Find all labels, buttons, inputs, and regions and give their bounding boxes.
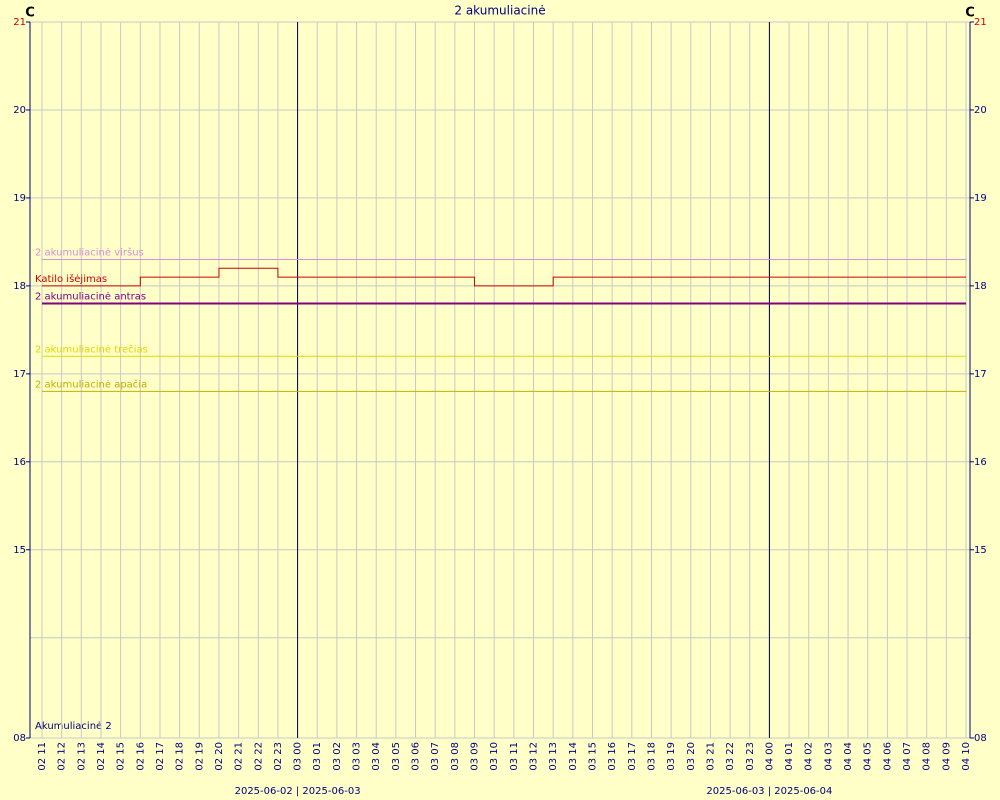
day-label: 2025-06-02 | 2025-06-03 — [235, 786, 361, 797]
y-tick-label: 21 — [974, 17, 987, 28]
x-tick-label: 03 11 — [509, 742, 520, 771]
x-tick-label: 03 03 — [352, 742, 363, 771]
x-tick-label: 02 20 — [214, 742, 225, 771]
series-label: 2 akumuliacinė trečias — [35, 343, 148, 355]
x-tick-label: 03 12 — [529, 742, 540, 771]
x-tick-label: 03 05 — [391, 742, 402, 771]
x-tick-label: 03 13 — [548, 742, 559, 771]
y-tick-label: 15 — [974, 545, 987, 556]
y-unit-right: C — [965, 6, 975, 21]
x-tick-label: 02 15 — [116, 742, 127, 771]
x-tick-label: 02 16 — [135, 742, 146, 771]
x-tick-label: 03 16 — [607, 742, 618, 771]
x-tick-label: 04 03 — [823, 742, 834, 771]
x-tick-label: 03 04 — [371, 742, 382, 771]
x-tick-label: 04 06 — [882, 742, 893, 771]
y-tick-label: 08 — [13, 733, 26, 744]
x-tick-label: 03 07 — [430, 742, 441, 771]
day-label: 2025-06-03 | 2025-06-04 — [706, 786, 832, 797]
y-tick-label: 08 — [974, 733, 987, 744]
y-tick-label: 17 — [974, 369, 987, 380]
y-tick-label: 16 — [13, 457, 26, 468]
x-tick-label: 02 14 — [96, 742, 107, 771]
x-tick-label: 03 08 — [450, 742, 461, 771]
x-tick-label: 03 15 — [587, 742, 598, 771]
series-label: 2 akumuliacinė viršus — [35, 246, 144, 258]
x-tick-label: 03 00 — [293, 742, 304, 771]
x-tick-label: 04 04 — [843, 742, 854, 771]
x-tick-label: 04 08 — [922, 742, 933, 771]
x-tick-label: 03 10 — [489, 742, 500, 771]
series-label: Katilo išėjimas — [35, 273, 107, 285]
x-tick-label: 03 20 — [686, 742, 697, 771]
x-tick-label: 04 10 — [961, 742, 972, 771]
corner-label: Akumuliacinė 2 — [35, 721, 112, 732]
series-line — [42, 267, 967, 287]
y-tick-label: 16 — [974, 457, 987, 468]
x-tick-label: 03 23 — [745, 742, 756, 771]
y-tick-label: 18 — [13, 281, 26, 292]
x-tick-label: 03 01 — [312, 742, 323, 771]
y-tick-label: 19 — [974, 193, 987, 204]
y-tick-label: 21 — [13, 17, 26, 28]
x-tick-label: 04 09 — [941, 742, 952, 771]
x-tick-label: 04 07 — [902, 742, 913, 771]
x-tick-label: 03 22 — [725, 742, 736, 771]
y-tick-label: 18 — [974, 281, 987, 292]
x-tick-label: 02 12 — [57, 742, 68, 771]
x-tick-label: 02 22 — [253, 742, 264, 771]
y-tick-label: 20 — [13, 105, 26, 116]
x-tick-label: 04 02 — [804, 742, 815, 771]
x-tick-label: 02 17 — [155, 742, 166, 771]
x-tick-label: 03 09 — [470, 742, 481, 771]
y-tick-label: 19 — [13, 193, 26, 204]
x-tick-label: 04 01 — [784, 742, 795, 771]
x-tick-label: 03 21 — [705, 742, 716, 771]
x-tick-label: 04 05 — [863, 742, 874, 771]
x-tick-label: 03 19 — [666, 742, 677, 771]
y-tick-label: 17 — [13, 369, 26, 380]
series-label: 2 akumuliacinė apačia — [35, 378, 147, 390]
x-tick-label: 02 23 — [273, 742, 284, 771]
series-label: 2 akumuliacinė antras — [35, 291, 146, 302]
x-tick-label: 02 13 — [76, 742, 87, 771]
x-tick-label: 02 19 — [194, 742, 205, 771]
x-tick-label: 02 18 — [175, 742, 186, 771]
x-tick-label: 02 21 — [234, 742, 245, 771]
x-tick-label: 03 17 — [627, 742, 638, 771]
x-tick-label: 02 11 — [37, 742, 48, 771]
y-unit-left: C — [25, 6, 35, 21]
x-tick-label: 03 18 — [646, 742, 657, 771]
y-tick-label: 20 — [974, 105, 987, 116]
x-tick-label: 03 06 — [411, 742, 422, 771]
y-tick-label: 15 — [13, 545, 26, 556]
x-tick-label: 03 02 — [332, 742, 343, 771]
x-tick-label: 04 00 — [764, 742, 775, 771]
chart-title: 2 akumuliacinė — [454, 4, 545, 18]
x-tick-label: 03 14 — [568, 742, 579, 771]
